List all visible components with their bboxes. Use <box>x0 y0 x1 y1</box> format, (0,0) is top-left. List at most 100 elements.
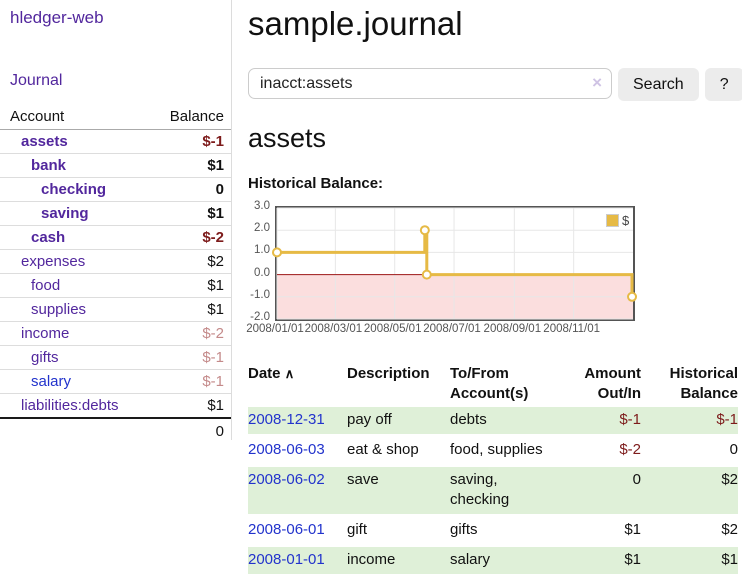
x-axis-tick-label: 2008/01/01 <box>246 323 304 335</box>
y-axis-tick-label: 0.0 <box>254 266 270 279</box>
register-header-row: Date ∧ Description To/From Account(s) Am… <box>248 362 738 407</box>
account-balance: $-1 <box>152 369 231 394</box>
register-description-cell: eat & shop <box>347 435 450 467</box>
col-header-accounts: To/From Account(s) <box>450 365 529 402</box>
register-row[interactable]: 2008-12-31 pay off debts $-1 $-1 <box>248 407 738 437</box>
accounts-total-value: 0 <box>152 417 231 444</box>
account-balance: 0 <box>152 177 231 202</box>
account-row: supplies $1 <box>0 297 231 322</box>
account-balance: $1 <box>152 393 231 419</box>
sidebar-item-journal[interactable]: Journal <box>10 72 63 89</box>
account-name-cell: gifts <box>0 345 153 370</box>
register-date-cell: 2008-12-31 <box>248 407 347 437</box>
account-link-saving[interactable]: saving <box>41 205 89 222</box>
sort-ascending-icon: ∧ <box>284 366 295 381</box>
account-balance: $1 <box>152 297 231 322</box>
register-date-link[interactable]: 2008-06-02 <box>248 471 325 488</box>
y-axis-tick-label: -2.0 <box>250 311 270 323</box>
account-link-salary[interactable]: salary <box>31 373 72 390</box>
register-row[interactable]: 2008-06-02 save saving, checking 0 $2 <box>248 465 738 517</box>
register-accounts-cell: debts <box>450 407 562 437</box>
account-link-cash[interactable]: cash <box>31 229 66 246</box>
register-accounts-cell: food, supplies <box>450 435 562 467</box>
account-name-cell: cash <box>0 225 153 250</box>
register-row[interactable]: 2008-01-01 income salary $1 $1 <box>248 545 738 577</box>
register-row[interactable]: 2008-06-03 eat & shop food, supplies $-2 0 <box>248 435 738 467</box>
account-row: liabilities:debts $1 <box>0 393 231 419</box>
account-name-cell: supplies <box>0 297 153 322</box>
main-content: sample.journal × Search ? assets Histori… <box>246 0 742 577</box>
register-date-cell: 2008-01-01 <box>248 545 347 577</box>
account-name-cell: income <box>0 321 153 346</box>
accounts-header-row: Account Balance <box>0 105 231 130</box>
help-button[interactable]: ? <box>704 68 742 101</box>
x-axis-tick-label: 2008/05/01 <box>363 323 422 335</box>
register-balance-cell: $-1 <box>641 407 738 437</box>
register-date-link[interactable]: 2008-12-31 <box>248 411 325 428</box>
page-title: sample.journal <box>248 5 463 42</box>
register-amount-cell: $1 <box>562 545 641 577</box>
register-description-cell: gift <box>347 515 450 547</box>
register-amount-cell: $1 <box>562 515 641 547</box>
register-balance-cell: $1 <box>641 545 738 577</box>
y-axis-tick-label: 2.0 <box>254 222 270 235</box>
register-amount-cell: $-2 <box>562 435 641 467</box>
account-link-checking[interactable]: checking <box>41 181 107 198</box>
account-balance: $2 <box>152 249 231 274</box>
account-name-cell: saving <box>0 201 153 226</box>
account-row: cash $-2 <box>0 225 231 250</box>
register-date-link[interactable]: 2008-06-01 <box>248 521 325 538</box>
brand-link[interactable]: hledger-web <box>10 8 104 27</box>
account-row: food $1 <box>0 273 231 298</box>
search-button[interactable]: Search <box>618 68 699 101</box>
account-name-cell: expenses <box>0 249 153 274</box>
account-balance: $1 <box>152 273 231 298</box>
clear-search-icon[interactable]: × <box>592 73 602 92</box>
chart-legend: $ <box>606 213 629 228</box>
account-link-liabilities-debts[interactable]: liabilities:debts <box>21 397 119 414</box>
register-amount-cell: 0 <box>562 465 641 517</box>
account-balance: $-1 <box>152 345 231 370</box>
account-row: expenses $2 <box>0 249 231 274</box>
account-name-cell: food <box>0 273 153 298</box>
account-balance: $-1 <box>152 129 231 154</box>
search-form: × Search ? <box>248 68 742 101</box>
account-link-income[interactable]: income <box>21 325 70 342</box>
col-header-balance: Historical Balance <box>669 365 738 402</box>
series-swatch-icon <box>606 214 619 227</box>
account-row: saving $1 <box>0 201 231 226</box>
account-balance: $1 <box>152 201 231 226</box>
account-link-food[interactable]: food <box>31 277 61 294</box>
register-balance-cell: 0 <box>641 435 738 467</box>
account-link-expenses[interactable]: expenses <box>21 253 86 270</box>
account-row: assets $-1 <box>0 129 231 154</box>
account-link-supplies[interactable]: supplies <box>31 301 87 318</box>
account-name-cell: bank <box>0 153 153 178</box>
account-name-cell: assets <box>0 129 153 154</box>
register-date-link[interactable]: 2008-06-03 <box>248 441 325 458</box>
accounts-header-account: Account <box>0 105 153 130</box>
account-link-assets[interactable]: assets <box>21 133 68 150</box>
account-row: salary $-1 <box>0 369 231 394</box>
account-name-cell: liabilities:debts <box>0 393 153 419</box>
data-point-marker <box>419 225 430 236</box>
x-axis-tick-label: 2008/07/01 <box>423 323 481 335</box>
register-row[interactable]: 2008-06-01 gift gifts $1 $2 <box>248 515 738 547</box>
register-date-link[interactable]: 2008-01-01 <box>248 551 325 568</box>
register-date-cell: 2008-06-03 <box>248 435 347 467</box>
data-point-marker <box>627 291 638 302</box>
account-name-cell: salary <box>0 369 153 394</box>
y-axis-tick-label: 1.0 <box>254 244 270 257</box>
search-input[interactable] <box>248 68 612 99</box>
account-link-gifts[interactable]: gifts <box>31 349 59 366</box>
chart-canvas <box>272 207 638 320</box>
col-header-date[interactable]: Date ∧ <box>248 362 347 407</box>
register-balance-cell: $2 <box>641 515 738 547</box>
register-amount-cell: $-1 <box>562 407 641 437</box>
register-accounts-cell: gifts <box>450 515 562 547</box>
register-accounts-cell: salary <box>450 545 562 577</box>
register-accounts-cell: saving, checking <box>450 465 562 517</box>
account-link-bank[interactable]: bank <box>31 157 67 174</box>
register-balance-cell: $2 <box>641 465 738 517</box>
account-name-cell: checking <box>0 177 153 202</box>
